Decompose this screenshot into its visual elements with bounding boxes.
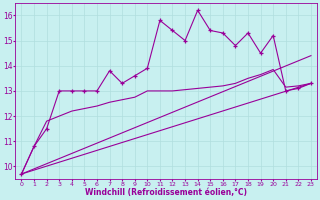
X-axis label: Windchill (Refroidissement éolien,°C): Windchill (Refroidissement éolien,°C) <box>85 188 247 197</box>
